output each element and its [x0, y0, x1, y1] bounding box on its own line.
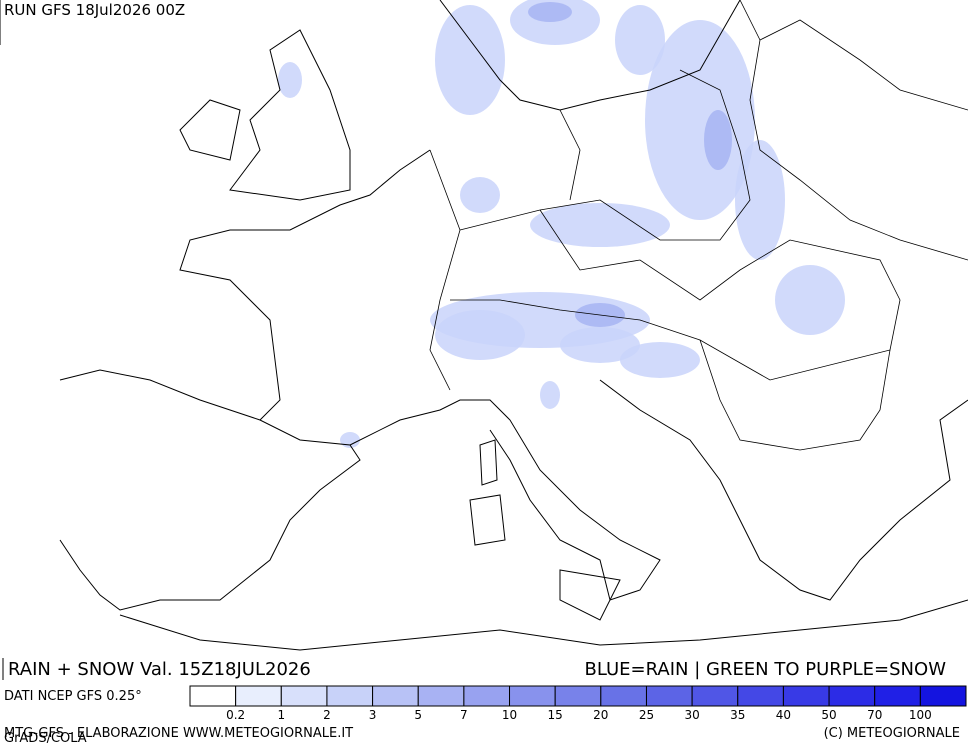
legend-label: 20 — [593, 708, 608, 722]
legend-label: 25 — [639, 708, 654, 722]
legend-swatch — [463, 685, 511, 707]
legend-label: 15 — [548, 708, 563, 722]
legend-swatch — [919, 685, 967, 707]
legend-label: 35 — [730, 708, 745, 722]
legend-label: 5 — [414, 708, 422, 722]
legend-label: 3 — [369, 708, 377, 722]
legend-swatch — [782, 685, 830, 707]
legend-swatch — [691, 685, 739, 707]
legend-label: 50 — [821, 708, 836, 722]
legend-label: 100 — [909, 708, 932, 722]
grads-label: GrADS/COLA — [4, 731, 87, 745]
source-label: DATI NCEP GFS 0.25° — [4, 689, 142, 704]
legend-label: 2 — [323, 708, 331, 722]
legend-swatch — [280, 685, 328, 707]
legend-swatch — [737, 685, 784, 707]
legend-swatch — [417, 685, 465, 707]
legend-label: 7 — [460, 708, 468, 722]
precipitation — [278, 0, 845, 448]
legend-swatch — [645, 685, 693, 707]
coastlines — [59, 0, 968, 651]
map-title: RAIN + SNOW Val. 15Z18JUL2026 — [8, 659, 311, 680]
legend-label: 10 — [502, 708, 517, 722]
legend-swatch — [509, 685, 556, 707]
legend-label: 40 — [776, 708, 791, 722]
copyright-label: (C) METEOGIORNALE — [824, 726, 960, 741]
legend-swatch — [828, 685, 876, 707]
legend-label: 1 — [277, 708, 285, 722]
run-label: RUN GFS 18Jul2026 00Z — [4, 1, 185, 19]
legend-swatch — [372, 685, 419, 707]
borders — [429, 0, 968, 451]
legend-label: 30 — [684, 708, 699, 722]
map-subtitle: BLUE=RAIN | GREEN TO PURPLE=SNOW — [585, 659, 947, 680]
credit-label: MTG-GFS - ELABORAZIONE WWW.METEOGIORNALE… — [4, 726, 353, 741]
legend-swatch — [235, 685, 282, 707]
legend-swatch — [554, 685, 602, 707]
legend-swatch — [326, 685, 374, 707]
legend-swatch — [189, 685, 237, 707]
legend-swatch — [874, 685, 921, 707]
legend-swatch — [600, 685, 647, 707]
legend-label: 0.2 — [226, 708, 245, 722]
legend-label: 70 — [867, 708, 882, 722]
color-legend: 0.2 1 2 3 5 7 10 15 20 25 30 35 40 50 70 100 — [189, 685, 967, 722]
